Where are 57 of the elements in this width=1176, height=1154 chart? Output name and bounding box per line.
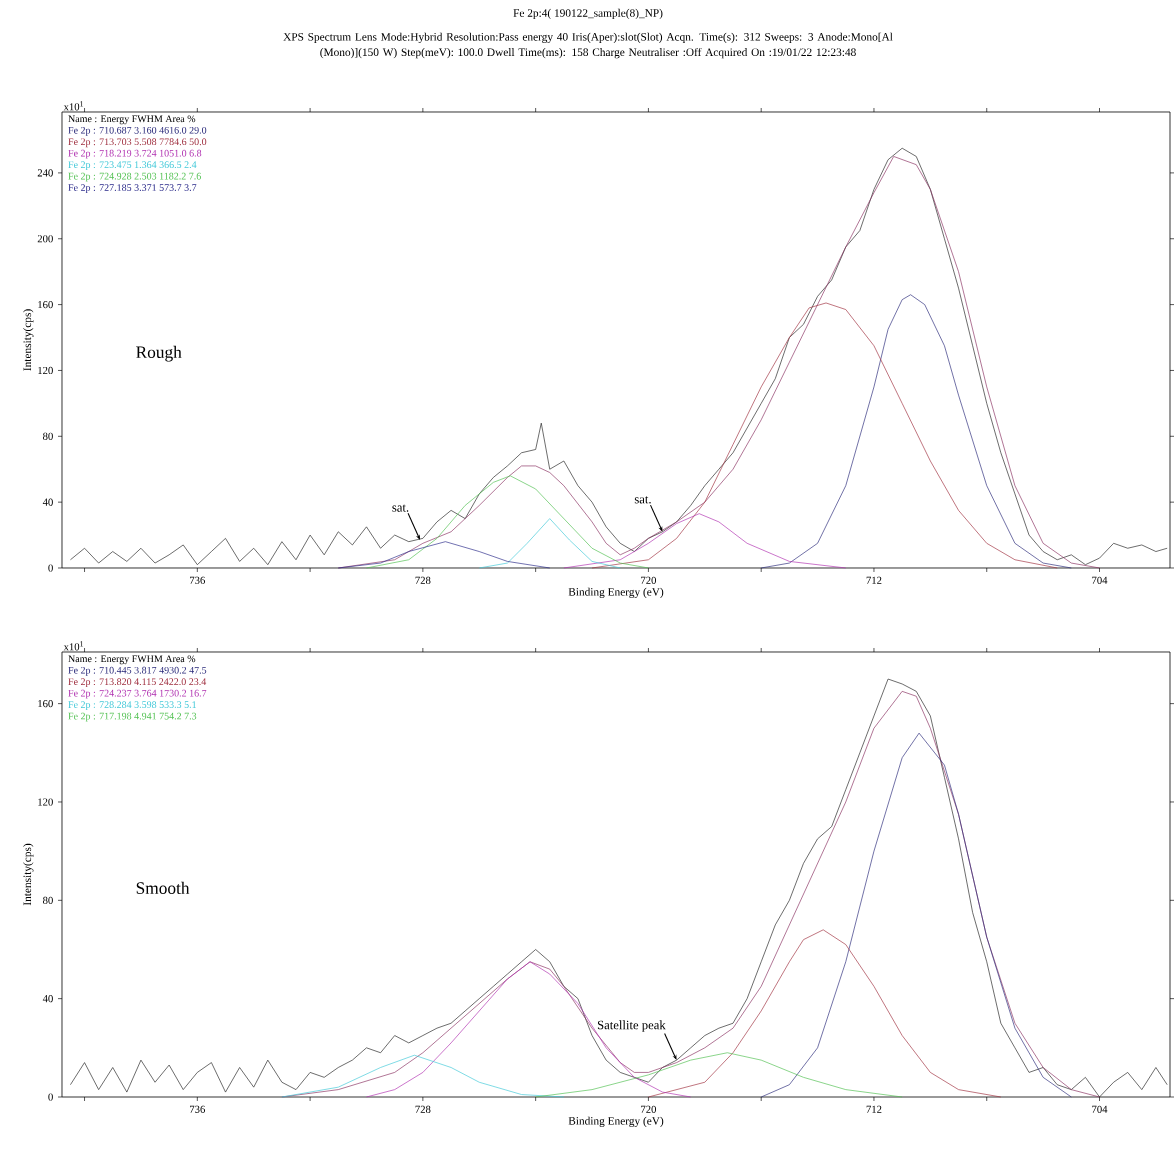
line-series <box>760 732 1072 1098</box>
x-tick-label: 704 <box>1092 576 1108 584</box>
y-tick-label: 0 <box>48 1093 53 1101</box>
y-tick-label: 120 <box>38 366 53 375</box>
text: Fe 2p : 724.928 2.503 1182.2 7.6 <box>68 172 201 182</box>
y-tick-label: 240 <box>37 169 53 177</box>
annotation: sat. <box>392 504 409 512</box>
line-series <box>535 1052 903 1098</box>
y-tick-label: 40 <box>42 498 53 506</box>
x-tick-label: 728 <box>415 1105 431 1113</box>
y-axis-title: Intensity(cps) <box>23 843 34 906</box>
x-tick-label: 728 <box>415 576 431 584</box>
y-tick-label: 40 <box>42 995 53 1003</box>
y-tick-label: 160 <box>38 700 53 708</box>
text: Fe 2p : 713.820 4.115 2422.0 23.4 <box>68 678 207 688</box>
line-series <box>337 541 551 569</box>
chart-title: Fe 2p:4( 190122_sample(8)_NP) <box>513 8 663 20</box>
text: Fe 2p : 723.475 1.364 366.5 2.4 <box>68 161 197 171</box>
legend-title: Name : Energy FWHM Area % <box>68 115 196 125</box>
y-tick-label: 80 <box>43 896 53 904</box>
y-axis-title: Intensity(cps) <box>23 309 34 371</box>
line-series <box>591 302 1058 569</box>
x-tick-label: 720 <box>641 1105 657 1113</box>
text: Fe 2p : 728.284 3.598 533.3 5.1 <box>68 701 197 711</box>
line-series <box>70 678 1168 1098</box>
annotation: Satellite peak <box>597 1020 666 1032</box>
x-axis-title: Binding Energy (eV) <box>568 1116 664 1128</box>
x-tick-label: 712 <box>866 1105 882 1113</box>
text: x10$^{1}$ <box>63 101 84 111</box>
x-tick-label: 720 <box>641 576 657 584</box>
line-series <box>281 1054 565 1098</box>
legend-title: Name : Energy FWHM Area % <box>68 655 196 665</box>
text: Fe 2p : 718.219 3.724 1051.0 6.8 <box>68 149 202 159</box>
annotation: sat. <box>634 496 651 504</box>
annotation: Smooth <box>136 881 190 894</box>
text: Fe 2p : 717.198 4.941 754.2 7.3 <box>68 712 197 722</box>
y-tick-label: 80 <box>43 432 53 440</box>
text: Fe 2p : 710.687 3.160 4616.0 29.0 <box>68 126 207 136</box>
text: Fe 2p : 724.237 3.764 1730.2 16.7 <box>68 689 207 699</box>
y-tick-label: 0 <box>48 564 53 572</box>
annotation: Rough <box>136 345 182 362</box>
x-tick-label: 704 <box>1092 1105 1108 1113</box>
text: Fe 2p : 710.445 3.817 4930.2 47.5 <box>68 666 207 676</box>
text: Fe 2p : 727.185 3.371 573.7 3.7 <box>68 184 197 193</box>
chart-subtitle: XPS Spectrum Lens Mode:Hybrid Resolution:Pass energy 40 Iris(Aper):slot(Slot) Acqn. Time(s): 312 Sweeps: 3 Anode:Mono[Al (Mono)](150 W) Step(meV): 100.0 Dwell Time(ms): 158 Charge Neutraliser :Off Acquired On :19/01/22 12:23:48 <box>283 32 893 59</box>
x-tick-label: 736 <box>190 1105 206 1113</box>
y-tick-label: 120 <box>38 798 53 806</box>
x-axis-title: Binding Energy (eV) <box>568 587 664 599</box>
line-series <box>478 518 621 569</box>
text: Fe 2p : 713.703 5.508 7784.6 50.0 <box>68 138 207 148</box>
x-tick-label: 736 <box>190 576 206 584</box>
line-series <box>563 513 847 569</box>
y-tick-label: 200 <box>37 235 53 243</box>
x-tick-label: 712 <box>866 576 882 584</box>
y-tick-label: 160 <box>38 301 53 309</box>
line-series <box>760 294 1072 569</box>
text: x10$^{1}$ <box>63 641 84 651</box>
